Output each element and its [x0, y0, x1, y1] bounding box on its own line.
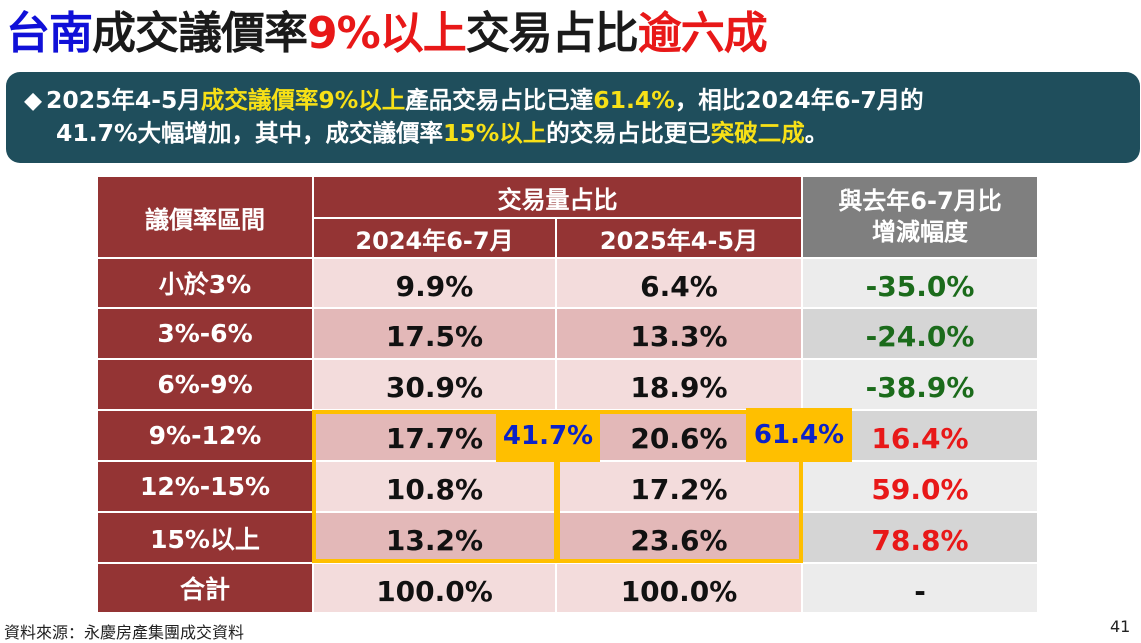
callout-2025-total: 61.4%	[746, 408, 852, 462]
callout-2024-total: 41.7%	[496, 410, 600, 462]
header-col-2024: 2024年6-7月	[312, 217, 557, 259]
header-share: 交易量占比	[312, 175, 803, 219]
title-metric: 成交議價率	[92, 8, 308, 59]
cell-2024: 30.9%	[312, 358, 557, 411]
row-label: 15%以上	[96, 511, 314, 564]
row-label: 3%-6%	[96, 307, 314, 360]
row-label: 12%-15%	[96, 460, 314, 513]
cell-change: -35.0%	[801, 257, 1039, 309]
table-row-total: 合計 100.0% 100.0% -	[96, 562, 1039, 614]
row-label: 小於3%	[96, 257, 314, 309]
table-row: 小於3% 9.9% 6.4% -35.0%	[96, 257, 1039, 309]
table-row: 15%以上 13.2% 23.6% 78.8%	[96, 511, 1039, 564]
cell-change: 16.4%	[801, 409, 1039, 462]
page-title: 台南成交議價率9%以上交易占比逾六成	[6, 2, 768, 66]
cell-2025: 100.0%	[555, 562, 803, 614]
summary-box: ◆ 2025年4-5月成交議價率9%以上產品交易占比已達61.4%，相比2024年…	[6, 72, 1140, 163]
row-label: 6%-9%	[96, 358, 314, 411]
cell-change: 59.0%	[801, 460, 1039, 513]
cell-2025: 23.6%	[555, 511, 803, 564]
cell-2025: 13.3%	[555, 307, 803, 360]
table-row: 6%-9% 30.9% 18.9% -38.9%	[96, 358, 1039, 411]
cell-change: -	[801, 562, 1039, 614]
table-row: 12%-15% 10.8% 17.2% 59.0%	[96, 460, 1039, 513]
summary-highlight-share: 61.4%	[593, 86, 675, 114]
cell-2024: 100.0%	[312, 562, 557, 614]
cell-2025: 6.4%	[555, 257, 803, 309]
table-row: 3%-6% 17.5% 13.3% -24.0%	[96, 307, 1039, 360]
summary-highlight-threshold: 成交議價率9%以上	[200, 86, 406, 114]
header-range: 議價率區間	[96, 175, 314, 259]
cell-2024: 13.2%	[312, 511, 557, 564]
title-share: 交易占比	[465, 8, 639, 59]
summary-line-1: ◆ 2025年4-5月成交議價率9%以上產品交易占比已達61.4%，相比2024年…	[24, 84, 1130, 117]
page-number: 41	[1110, 617, 1131, 636]
cell-2025: 18.9%	[555, 358, 803, 411]
bullet-diamond-icon: ◆	[24, 86, 43, 114]
source-note: 資料來源：永慶房產集團成交資料	[4, 623, 245, 642]
cell-change: 78.8%	[801, 511, 1039, 564]
title-conclusion: 逾六成	[637, 8, 768, 59]
cell-2024: 10.8%	[312, 460, 557, 513]
cell-change: -24.0%	[801, 307, 1039, 360]
cell-2024: 9.9%	[312, 257, 557, 309]
summary-highlight-breakthrough: 突破二成	[710, 119, 805, 147]
cell-2024: 17.5%	[312, 307, 557, 360]
summary-highlight-15: 15%以上	[443, 119, 547, 147]
title-threshold: 9%以上	[307, 8, 467, 59]
header-change: 與去年6-7月比 增減幅度	[801, 175, 1039, 259]
row-label: 9%-12%	[96, 409, 314, 462]
row-label: 合計	[96, 562, 314, 614]
cell-2025: 17.2%	[555, 460, 803, 513]
bargain-rate-table: 議價率區間 交易量占比 與去年6-7月比 增減幅度 2024年6-7月 2025…	[96, 175, 1039, 614]
cell-change: -38.9%	[801, 358, 1039, 411]
title-city: 台南	[6, 8, 93, 59]
header-col-2025: 2025年4-5月	[555, 217, 803, 259]
summary-line-2: 41.7%大幅增加，其中，成交議價率15%以上的交易占比更已突破二成。	[56, 119, 829, 147]
